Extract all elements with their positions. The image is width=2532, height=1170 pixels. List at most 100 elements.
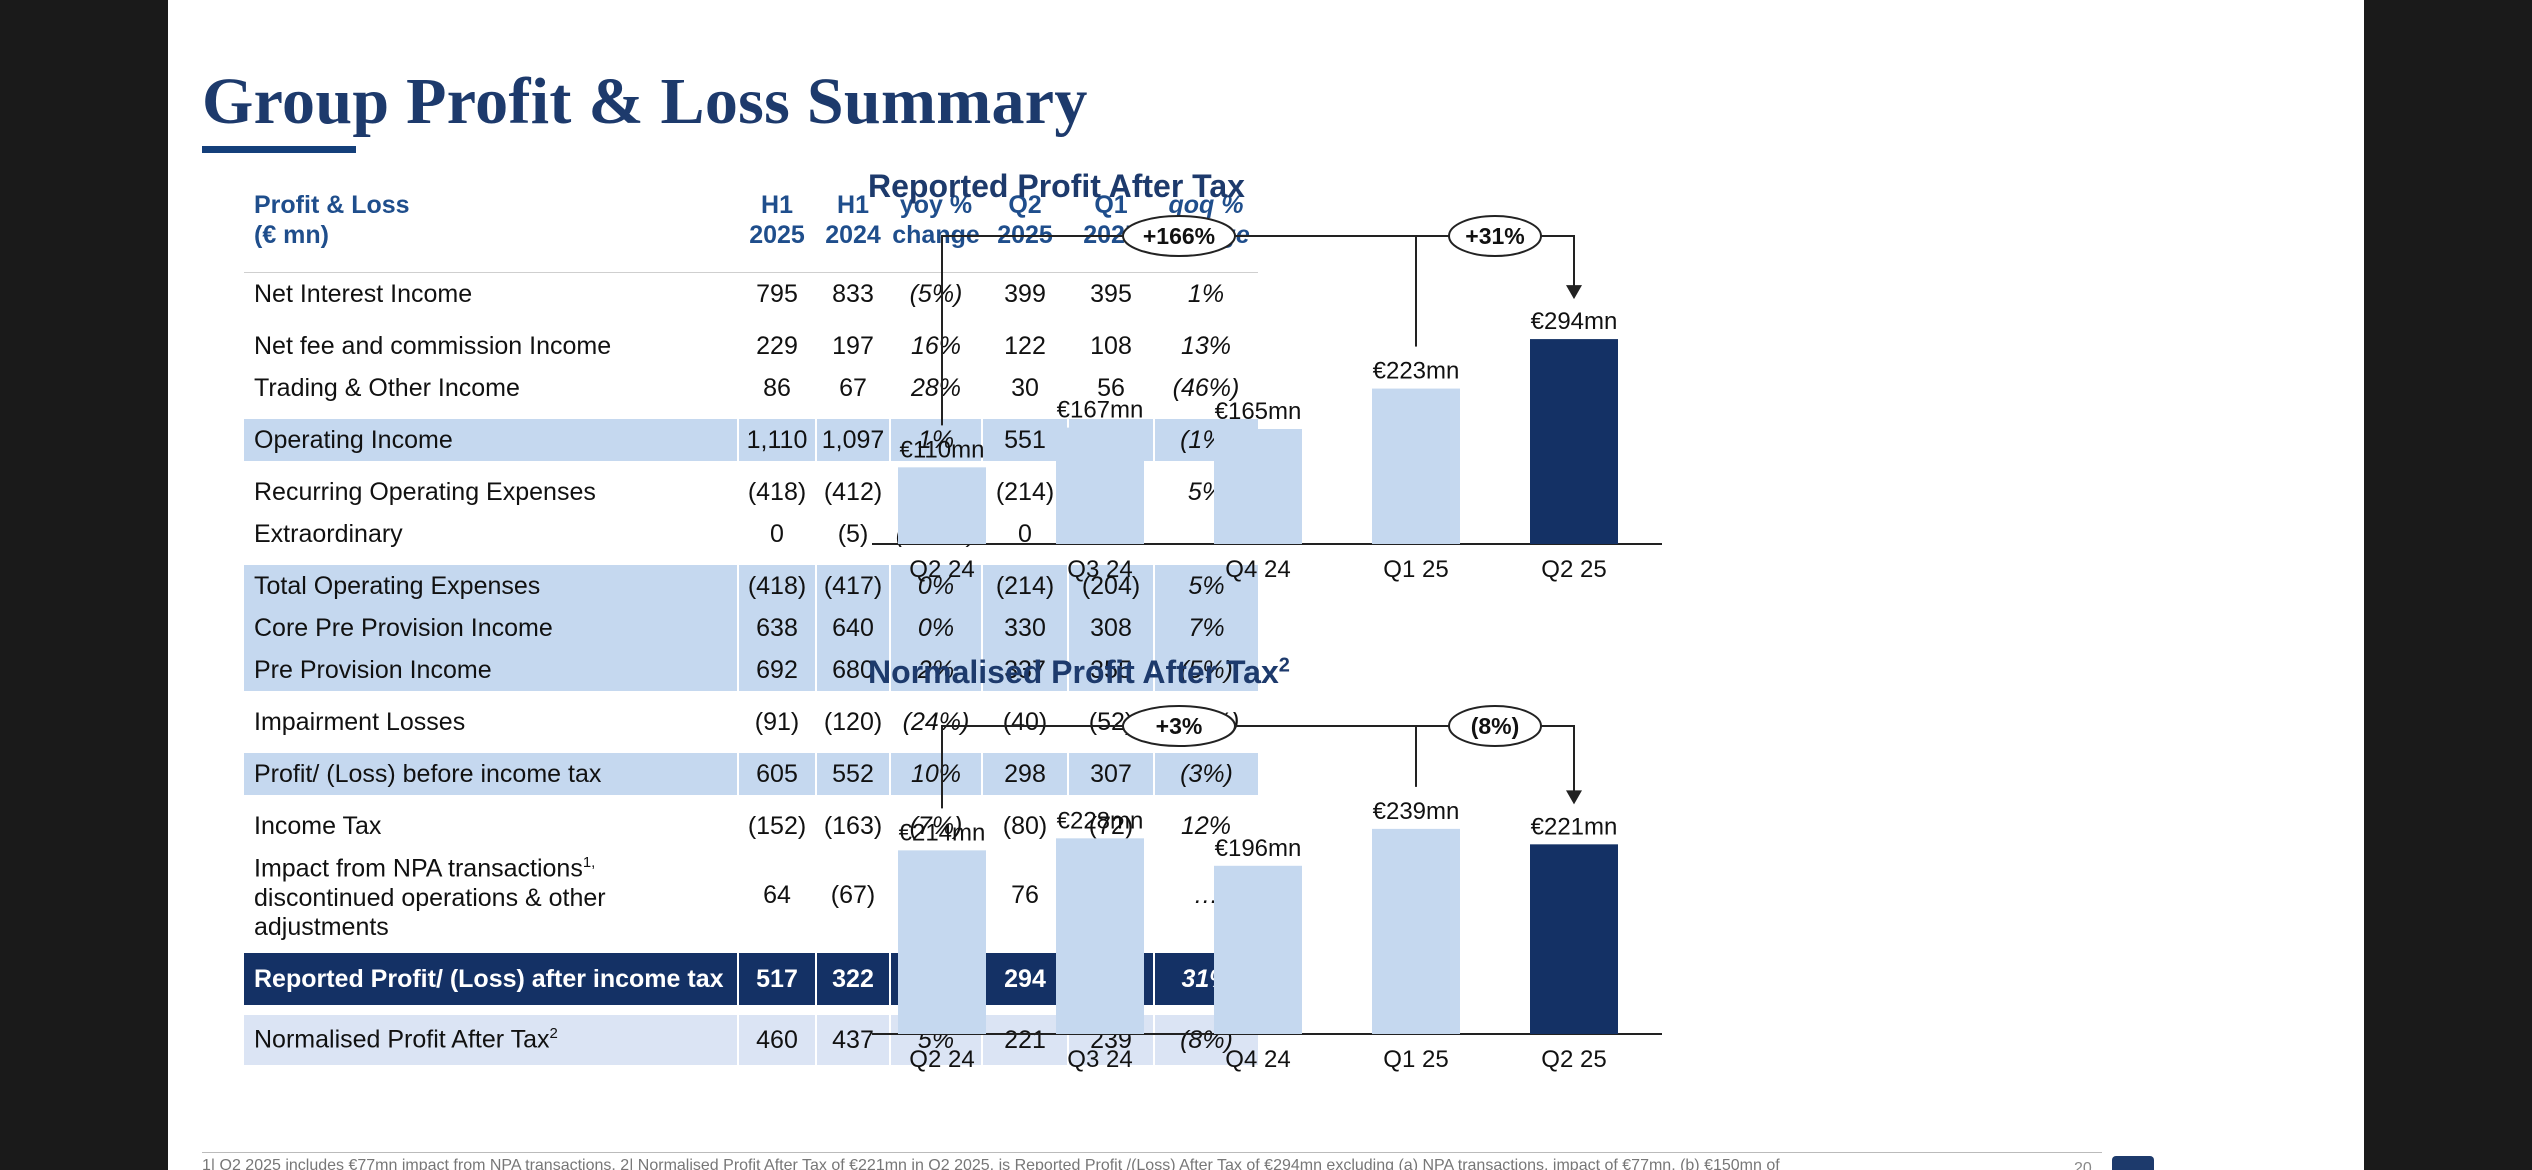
table-row: Pre Provision Income 692 680 2% 337 355 (5%) — [244, 649, 1258, 691]
cell-value: 28% — [910, 373, 962, 402]
data-label: €165mn — [1215, 398, 1302, 425]
tick-label: Q1 25 — [1383, 556, 1448, 583]
cell-value: 67 — [839, 373, 867, 402]
spacer-cell — [244, 743, 738, 753]
row-label: Net Interest Income — [254, 279, 473, 308]
cell-value: (46%) — [1172, 373, 1240, 402]
cell-value: 1% — [1187, 279, 1225, 308]
header-text: H1 2025 — [749, 191, 805, 249]
cell-value: 692 — [737, 649, 816, 691]
cell-value: 638 — [737, 607, 816, 649]
cell-value: 1,097 — [815, 419, 890, 461]
cell-value: 64 — [763, 880, 791, 909]
bar — [1372, 388, 1460, 544]
data-label: €239mn — [1373, 798, 1460, 825]
cell-value: 322 — [815, 953, 890, 1005]
cell-value: 7% — [1153, 607, 1258, 649]
cell-value: (91) — [754, 707, 800, 736]
row-label: Reported Profit/ (Loss) after income tax — [244, 953, 738, 1005]
bar — [1056, 427, 1144, 544]
growth-label: +166% — [1143, 223, 1215, 249]
cell-value: (72) — [1088, 811, 1134, 840]
bar — [1372, 828, 1460, 1034]
tick-label: Q2 24 — [909, 556, 974, 583]
chart-title-footnote-mark: 2 — [1278, 654, 1290, 677]
row-label: Impairment Losses — [254, 707, 466, 736]
cell-value: 1% — [889, 419, 982, 461]
table-row: Core Pre Provision Income 638 640 0% 330 308 7… — [244, 607, 1258, 649]
cell-value: 197 — [832, 331, 874, 360]
cell-value: 10% — [889, 753, 982, 795]
row-label: Trading & Other Income — [254, 373, 520, 402]
cell-value: 221 — [981, 1015, 1068, 1065]
cell-value: 552 — [815, 753, 890, 795]
cell-value: 56 — [1097, 373, 1125, 402]
row-label: Extraordinary — [254, 519, 403, 548]
bar — [898, 467, 986, 544]
spacer-cell — [244, 315, 738, 325]
cell-value: (5%) — [909, 279, 963, 308]
cell-value: 298 — [981, 753, 1068, 795]
growth-bracket — [941, 725, 1575, 809]
cell-value: 308 — [1067, 607, 1154, 649]
chart-title-normalised: Normalised Profit After Tax2 — [868, 654, 1290, 691]
tick-label: Q4 24 — [1225, 556, 1290, 583]
cell-value: 460 — [737, 1015, 816, 1065]
growth-label: +3% — [1156, 713, 1203, 739]
data-label: €223mn — [1373, 358, 1460, 385]
slide: Group Profit & Loss Summary Profit & Los… — [168, 0, 2364, 1170]
spacer-cell — [244, 1005, 738, 1015]
row-label: Total Operating Expenses — [244, 565, 738, 607]
footnote-mark: 2 — [549, 1025, 558, 1043]
spacer-cell — [244, 409, 738, 419]
cell-value: 395 — [1090, 279, 1132, 308]
cell-value: 5% — [1153, 565, 1258, 607]
table-row: Normalised Profit After Tax2 460 437 5% 221 2… — [244, 1015, 1258, 1065]
cell-value: (214) — [981, 565, 1068, 607]
cell-value: 551 — [981, 419, 1068, 461]
header-q2-2025: Q2 2025 — [982, 178, 1068, 273]
cell-value: 833 — [832, 279, 874, 308]
cell-value: (418) — [737, 565, 816, 607]
cell-value: 399 — [1004, 279, 1046, 308]
spacer-cell — [738, 795, 816, 805]
bank-logo — [2112, 1156, 2154, 1170]
row-label: Profit/ (Loss) before income tax — [244, 753, 738, 795]
cell-value: 0% — [889, 607, 982, 649]
data-label: €294mn — [1531, 308, 1618, 335]
cell-value: 0 — [1018, 519, 1032, 548]
footnote-mark: 1, — [582, 854, 596, 872]
cell-value: 517 — [737, 953, 816, 1005]
growth-badge — [1122, 215, 1236, 257]
tick-label: Q3 24 — [1067, 1046, 1132, 1073]
cell-value: (120) — [823, 707, 883, 736]
data-label: €196mn — [1215, 835, 1302, 862]
growth-label: +31% — [1465, 223, 1524, 249]
table-row: Total Operating Expenses (418) (417) 0% (214… — [244, 565, 1258, 607]
bar — [1214, 865, 1302, 1034]
cell-value: 30 — [1011, 373, 1039, 402]
cell-value: 122 — [1004, 331, 1046, 360]
header-yoy: yoy % change — [890, 178, 982, 273]
data-label: €221mn — [1531, 813, 1618, 840]
cell-value: 0% — [889, 565, 982, 607]
cell-value: (163) — [823, 811, 883, 840]
title-underline — [202, 146, 356, 153]
data-label: €167mn — [1057, 397, 1144, 424]
spacer-cell — [244, 691, 738, 701]
row-label: Pre Provision Income — [244, 649, 738, 691]
cell-value: (152) — [747, 811, 807, 840]
cell-value: (3%) — [1153, 753, 1258, 795]
cell-value: 337 — [981, 649, 1068, 691]
spacer-cell — [738, 461, 816, 471]
table-header-row: Profit & Loss (€ mn) H1 2025 H1 2024 yoy % c… — [244, 178, 1258, 273]
header-pl-text: Profit & Loss (€ mn) — [254, 191, 410, 249]
footnote: 1| Q2 2025 includes €77mn impact from NP… — [202, 1152, 2102, 1170]
growth-badge — [1448, 215, 1542, 257]
cell-value: 0 — [770, 519, 784, 548]
cell-value: 16% — [910, 331, 962, 360]
cell-value: 108 — [1090, 331, 1132, 360]
table-row: Recurring Operating Expenses(418)(412)1%… — [244, 471, 1258, 513]
data-label: €228mn — [1057, 807, 1144, 834]
table-row: Income Tax (152) (163) (7%) (80) (72) 12% — [244, 805, 1258, 847]
